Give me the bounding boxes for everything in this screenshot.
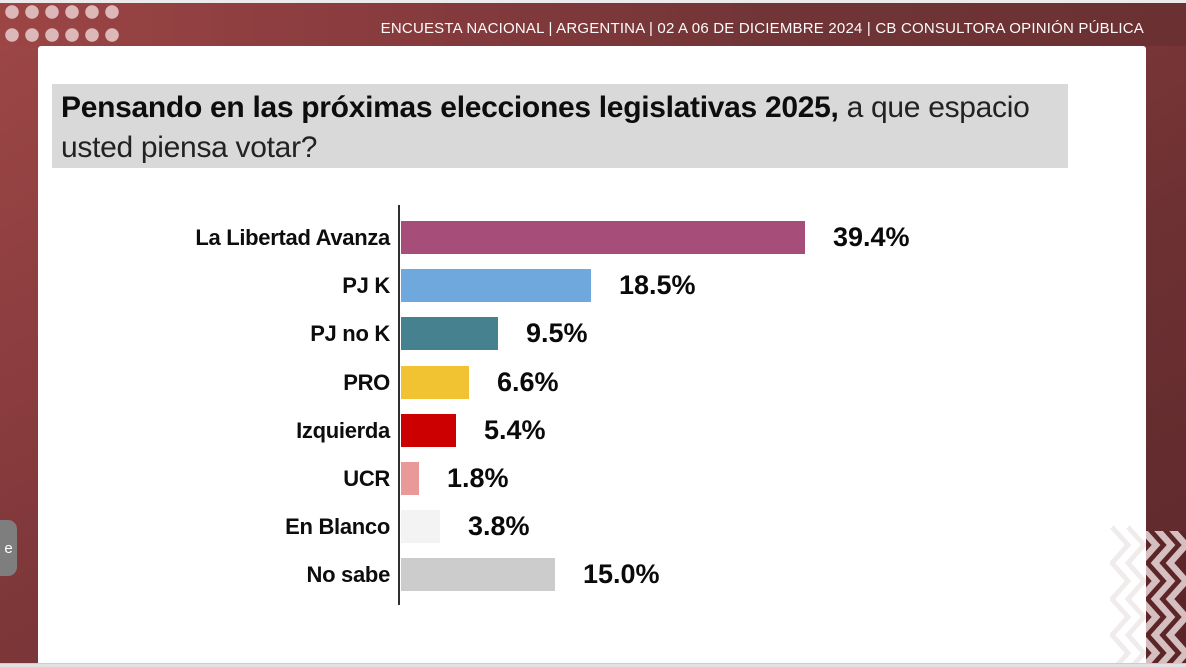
value-label: 18.5% <box>619 270 696 300</box>
question-title-regular: a que espacio usted piensa votar? <box>61 91 1030 164</box>
chart-axis-line <box>398 205 400 605</box>
chart-row: En Blanco 3.8% <box>0 510 1186 543</box>
bar <box>401 221 805 254</box>
bar <box>401 558 555 591</box>
value-label: 15.0% <box>583 559 660 589</box>
side-tab-label: e <box>4 539 13 557</box>
header-text: ENCUESTA NACIONAL | ARGENTINA | 02 A 06 … <box>380 20 1144 37</box>
chevron-pattern-dark-icon <box>1146 531 1186 663</box>
dots-pattern-decoration <box>5 5 125 51</box>
question-title: Pensando en las próximas elecciones legi… <box>52 84 1068 168</box>
bar <box>401 269 591 302</box>
category-label: La Libertad Avanza <box>195 225 390 250</box>
bar <box>401 317 498 350</box>
category-label: UCR <box>343 466 390 491</box>
value-label: 39.4% <box>833 222 910 252</box>
category-label: No sabe <box>306 562 391 587</box>
value-label: 1.8% <box>447 463 509 493</box>
category-label: En Blanco <box>285 514 390 539</box>
value-label: 9.5% <box>526 318 588 348</box>
chart-row: PJ no K 9.5% <box>0 317 1186 350</box>
category-label: Izquierda <box>296 418 390 443</box>
chart-row: PRO 6.6% <box>0 366 1186 399</box>
bar <box>401 462 419 495</box>
top-edge-strip <box>0 0 1186 3</box>
chart-row: La Libertad Avanza 39.4% <box>0 221 1186 254</box>
side-tab-button[interactable]: e <box>0 520 17 576</box>
bar <box>401 366 469 399</box>
chart-row: No sabe 15.0% <box>0 558 1186 591</box>
chevron-pattern-faint-icon <box>1110 525 1146 663</box>
header-band: ENCUESTA NACIONAL | ARGENTINA | 02 A 06 … <box>0 3 1186 46</box>
category-label: PJ K <box>342 273 390 298</box>
chart-row: UCR 1.8% <box>0 462 1186 495</box>
value-label: 5.4% <box>484 415 546 445</box>
question-title-bold: Pensando en las próximas elecciones legi… <box>61 91 839 124</box>
category-label: PJ no K <box>310 321 390 346</box>
bar <box>401 510 440 543</box>
chart-row: PJ K 18.5% <box>0 269 1186 302</box>
chart-row: Izquierda 5.4% <box>0 414 1186 447</box>
bar <box>401 414 456 447</box>
value-label: 3.8% <box>468 511 530 541</box>
category-label: PRO <box>343 370 390 395</box>
value-label: 6.6% <box>497 367 559 397</box>
bottom-edge-strip <box>0 663 1186 667</box>
